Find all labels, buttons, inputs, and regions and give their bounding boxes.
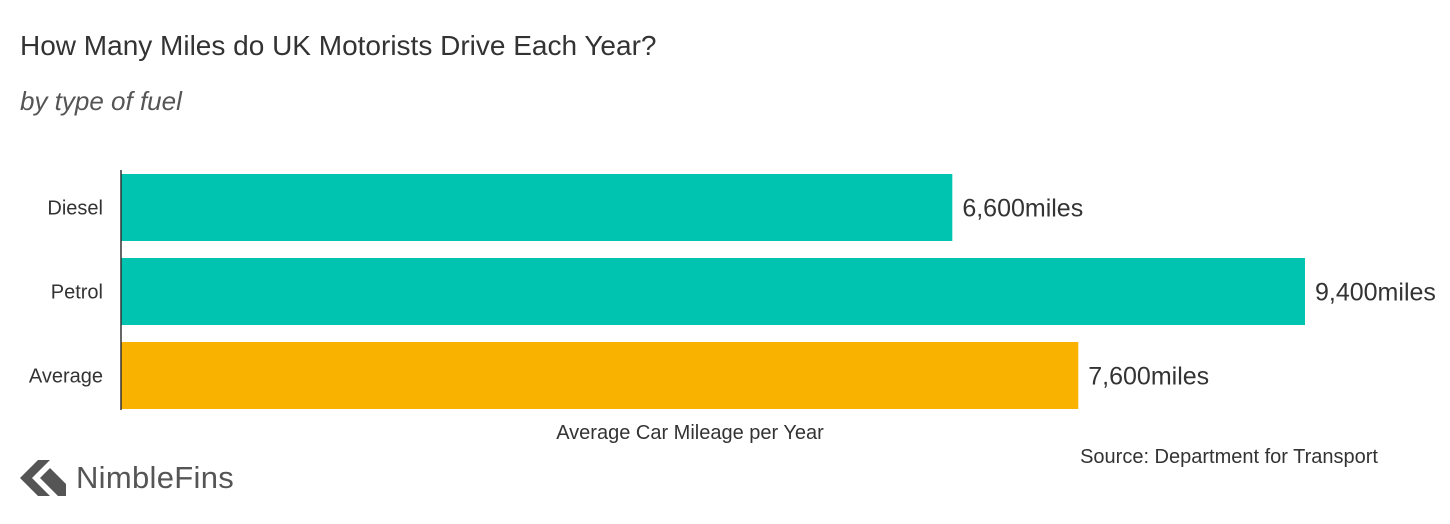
- source-note: Source: Department for Transport: [1080, 446, 1378, 468]
- chart-title: How Many Miles do UK Motorists Drive Eac…: [20, 30, 657, 61]
- nimblefins-chevron-logo-icon: [20, 460, 66, 496]
- data-label-average: 7,600miles: [1088, 363, 1209, 391]
- bar-diesel: [121, 174, 953, 241]
- bar-chart: Diesel 6,600miles Petrol 9,400miles Average 7…: [29, 170, 1436, 410]
- y-tick-label-diesel: Diesel: [47, 198, 103, 220]
- data-label-diesel: 6,600miles: [962, 195, 1083, 223]
- brand-name: NimbleFins: [76, 460, 235, 495]
- bar-average: [121, 342, 1079, 409]
- labels-layer: Diesel 6,600miles Petrol 9,400miles Average 7…: [29, 195, 1436, 391]
- x-axis-label: Average Car Mileage per Year: [556, 422, 824, 444]
- data-label-petrol: 9,400miles: [1315, 279, 1436, 307]
- brand-logo-lockup: NimbleFins: [20, 456, 234, 500]
- bars-layer: [121, 174, 1305, 409]
- chart-subtitle: by type of fuel: [20, 86, 182, 116]
- bar-petrol: [121, 258, 1305, 325]
- y-tick-label-petrol: Petrol: [51, 282, 103, 304]
- y-tick-label-average: Average: [29, 366, 103, 388]
